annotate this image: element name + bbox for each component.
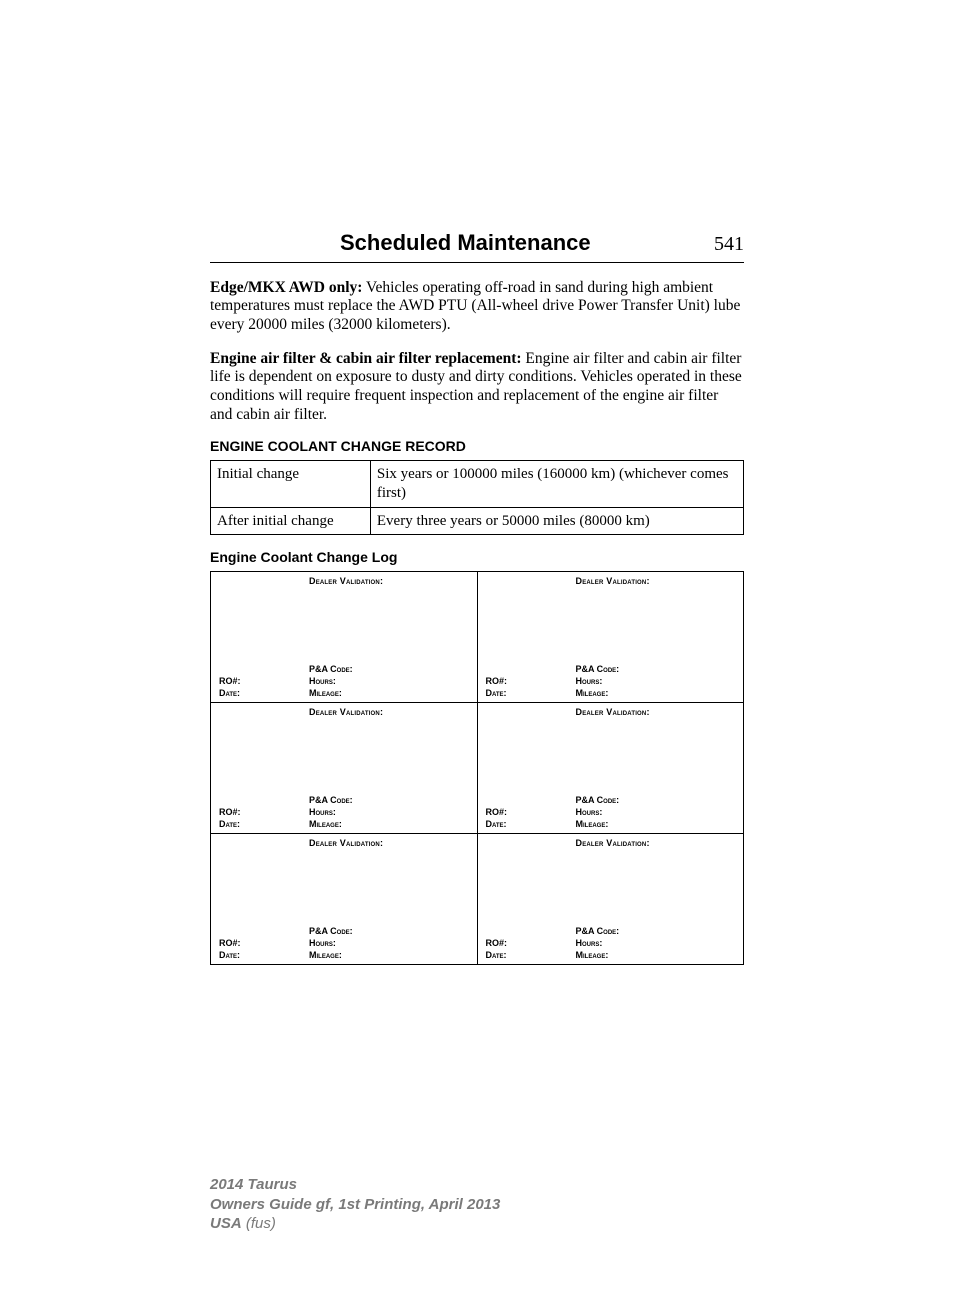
paragraph-awd-lead: Edge/MKX AWD only: xyxy=(210,279,362,296)
log-field-label xyxy=(219,925,309,937)
page-number: 541 xyxy=(714,233,744,256)
log-field-label: Date: xyxy=(486,818,576,830)
log-field-label: Mileage: xyxy=(309,949,469,961)
log-field-label: Date: xyxy=(486,687,576,699)
footer-fus: (fus) xyxy=(242,1215,276,1232)
log-field-label: P&A Code: xyxy=(576,925,736,937)
log-field-label: P&A Code: xyxy=(576,794,736,806)
log-field-label: Mileage: xyxy=(576,949,736,961)
record-value: Every three years or 50000 miles (80000 … xyxy=(370,507,743,535)
header-title: Scheduled Maintenance xyxy=(340,230,591,256)
record-value: Six years or 100000 miles (160000 km) (w… xyxy=(370,461,743,508)
log-field-label: Date: xyxy=(219,949,309,961)
log-field-label: Hours: xyxy=(576,937,736,949)
log-field-label: Hours: xyxy=(309,937,469,949)
log-cell: Dealer Validation: P&A Code:RO#:Hours:Dat… xyxy=(477,572,744,703)
log-field-label: Mileage: xyxy=(576,818,736,830)
dealer-validation-label: Dealer Validation: xyxy=(309,576,469,586)
dealer-validation-label: Dealer Validation: xyxy=(576,838,736,848)
log-field-label: P&A Code: xyxy=(309,663,469,675)
log-field-label: Mileage: xyxy=(309,687,469,699)
log-field-label: RO#: xyxy=(486,937,576,949)
log-field-label: RO#: xyxy=(219,806,309,818)
record-heading: ENGINE COOLANT CHANGE RECORD xyxy=(210,438,744,454)
coolant-record-table: Initial change Six years or 100000 miles… xyxy=(210,460,744,535)
coolant-log-table: Dealer Validation:P&A Code:RO#:Hours:Dat… xyxy=(210,571,744,965)
dealer-validation-label: Dealer Validation: xyxy=(576,707,736,717)
log-field-label: Mileage: xyxy=(309,818,469,830)
log-field-label: P&A Code: xyxy=(576,663,736,675)
log-field-label: Mileage: xyxy=(576,687,736,699)
paragraph-airfilter: Engine air filter & cabin air filter rep… xyxy=(210,350,744,424)
log-cell: Dealer Validation: P&A Code:RO#:Hours:Dat… xyxy=(477,703,744,834)
footer-block: 2014 Taurus Owners Guide gf, 1st Printin… xyxy=(210,1175,744,1234)
log-cell: Dealer Validation: P&A Code:RO#:Hours:Dat… xyxy=(211,834,478,965)
record-label: Initial change xyxy=(211,461,371,508)
log-field-label xyxy=(486,794,576,806)
log-field-label: P&A Code: xyxy=(309,925,469,937)
dealer-validation-label: Dealer Validation: xyxy=(309,838,469,848)
log-field-label xyxy=(486,663,576,675)
log-field-label: RO#: xyxy=(486,806,576,818)
dealer-validation-label: Dealer Validation: xyxy=(309,707,469,717)
log-field-label: Hours: xyxy=(309,675,469,687)
log-field-label: Date: xyxy=(486,949,576,961)
page-header: Scheduled Maintenance 541 xyxy=(210,230,744,263)
log-field-label: RO#: xyxy=(486,675,576,687)
log-field-label xyxy=(486,925,576,937)
log-cell: Dealer Validation: P&A Code:RO#:Hours:Dat… xyxy=(211,572,478,703)
paragraph-airfilter-lead: Engine air filter & cabin air filter rep… xyxy=(210,350,522,367)
table-row: Dealer Validation:P&A Code:RO#:Hours:Dat… xyxy=(211,703,744,834)
dealer-validation-label: Dealer Validation: xyxy=(576,576,736,586)
log-field-label: RO#: xyxy=(219,937,309,949)
document-page: Scheduled Maintenance 541 Edge/MKX AWD o… xyxy=(0,0,954,1294)
table-row: Dealer Validation:P&A Code:RO#:Hours:Dat… xyxy=(211,834,744,965)
table-row: Initial change Six years or 100000 miles… xyxy=(211,461,744,508)
footer-line1: 2014 Taurus xyxy=(210,1175,744,1195)
log-field-label: Hours: xyxy=(309,806,469,818)
log-field-label: Hours: xyxy=(576,806,736,818)
footer-usa: USA xyxy=(210,1215,242,1232)
log-cell: Dealer Validation: P&A Code:RO#:Hours:Dat… xyxy=(477,834,744,965)
record-label: After initial change xyxy=(211,507,371,535)
log-field-label: Date: xyxy=(219,818,309,830)
log-heading: Engine Coolant Change Log xyxy=(210,549,744,565)
log-field-label xyxy=(219,794,309,806)
log-field-label: Hours: xyxy=(576,675,736,687)
footer-line2: Owners Guide gf, 1st Printing, April 201… xyxy=(210,1195,744,1215)
paragraph-awd: Edge/MKX AWD only: Vehicles operating of… xyxy=(210,279,744,335)
log-field-label xyxy=(219,663,309,675)
log-cell: Dealer Validation: P&A Code:RO#:Hours:Dat… xyxy=(211,703,478,834)
table-row: After initial change Every three years o… xyxy=(211,507,744,535)
log-field-label: RO#: xyxy=(219,675,309,687)
log-field-label: Date: xyxy=(219,687,309,699)
table-row: Dealer Validation:P&A Code:RO#:Hours:Dat… xyxy=(211,572,744,703)
footer-line3: USA (fus) xyxy=(210,1214,744,1234)
log-field-label: P&A Code: xyxy=(309,794,469,806)
